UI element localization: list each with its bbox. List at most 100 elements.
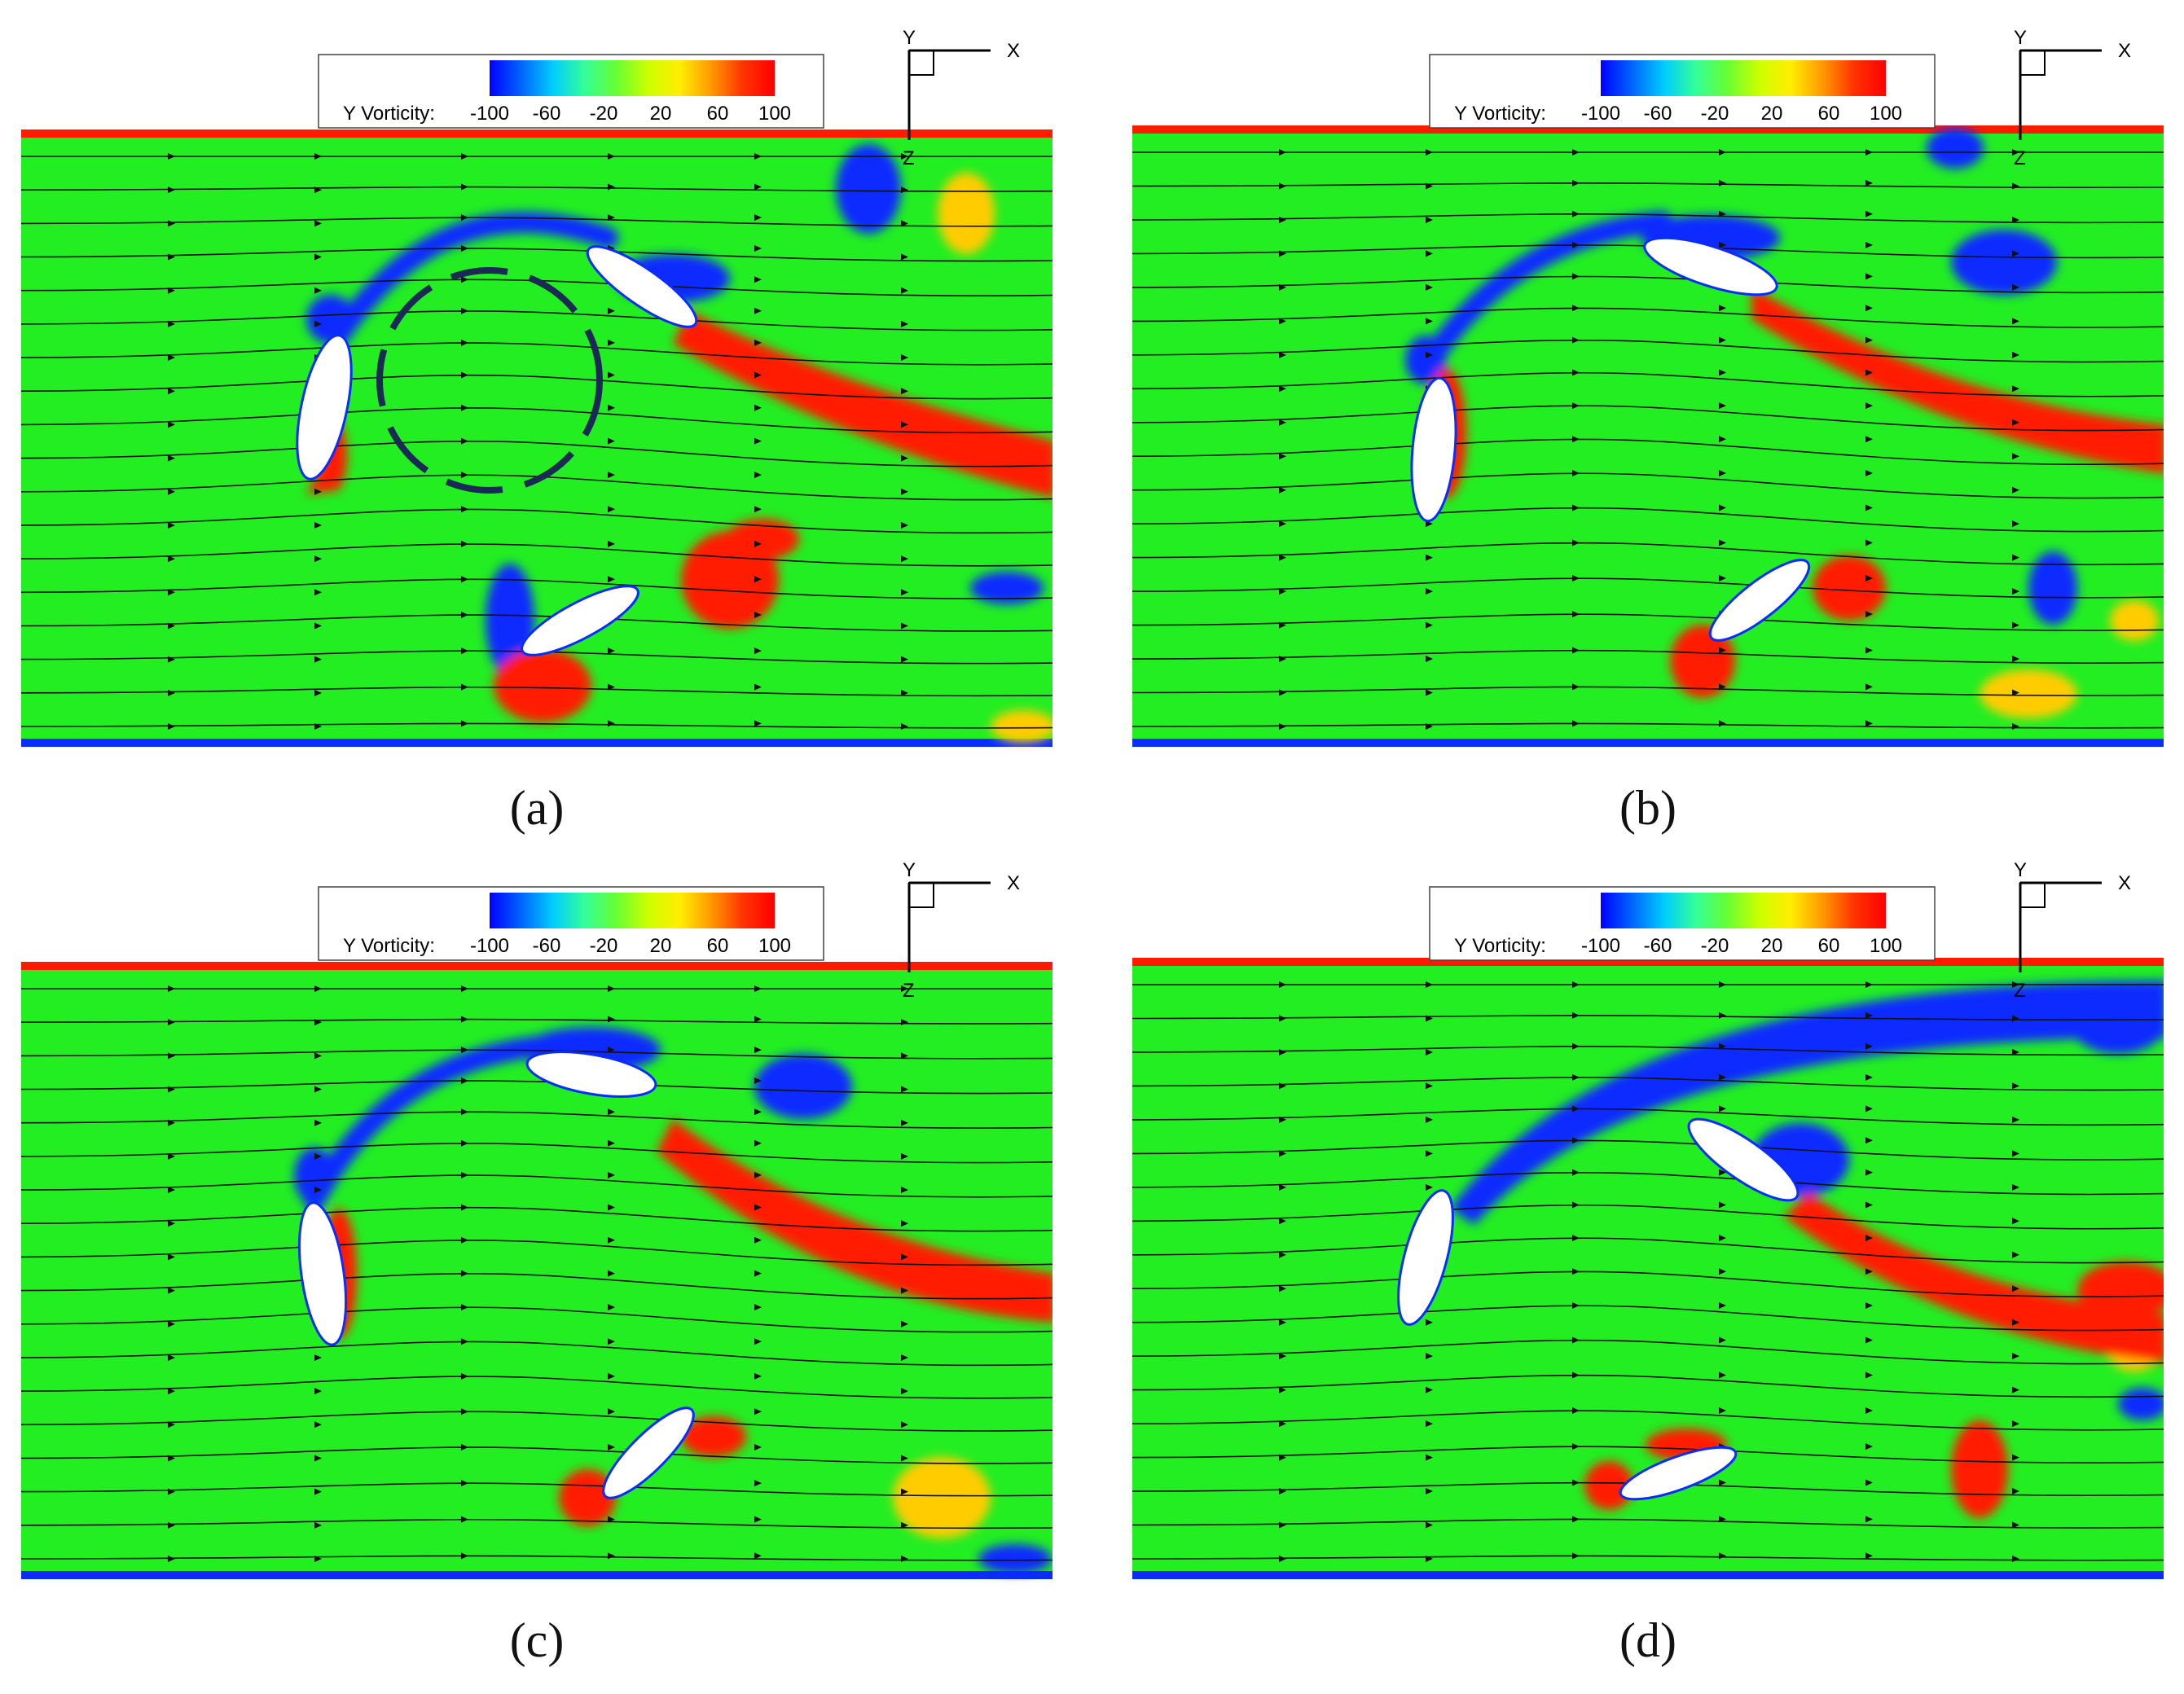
streamline-arrow: [1865, 1137, 1873, 1144]
streamline-arrow: [1572, 1105, 1580, 1113]
streamline-arrow: [1719, 1073, 1726, 1081]
streamline-arrow: [2012, 1116, 2019, 1123]
streamline-arrow: [1719, 402, 1726, 410]
streamline-arrow: [314, 287, 322, 294]
streamline-arrow: [2012, 621, 2019, 629]
streamline: [1132, 1108, 2164, 1126]
colorbar-tick-label: 60: [1818, 103, 1840, 125]
streamline-arrow: [1279, 216, 1286, 223]
streamline-arrow: [1719, 369, 1726, 376]
streamline-arrow: [901, 985, 908, 992]
streamline-arrow: [1426, 1386, 1433, 1393]
streamline-arrow: [901, 1086, 908, 1093]
streamline: [1132, 438, 2164, 466]
streamline: [21, 1240, 1052, 1266]
streamline-arrow: [1279, 149, 1286, 156]
streamline-arrow: [901, 589, 908, 596]
streamline-arrow: [2012, 1150, 2019, 1157]
colorbar-title: Y Vorticity:: [343, 103, 435, 125]
streamline-arrow: [168, 421, 175, 428]
streamline-arrow: [901, 220, 908, 227]
streamline-arrow: [314, 656, 322, 663]
streamline-arrow: [1426, 216, 1433, 223]
streamline-arrow: [754, 1108, 762, 1116]
streamline-arrow: [1865, 1073, 1873, 1081]
streamline-arrow: [2012, 1420, 2019, 1428]
streamline-arrow: [2012, 520, 2019, 528]
streamline: [21, 1018, 1052, 1025]
panel-d: Y Vorticity: -100 -60 -20 20 60 100 X Y Z: [1132, 850, 2164, 1598]
streamline-arrow: [461, 1552, 468, 1560]
streamline-arrow: [168, 689, 175, 696]
streamline: [21, 186, 1052, 192]
streamline-arrow: [754, 214, 762, 222]
streamline-arrow: [1572, 1042, 1580, 1050]
streamline-arrow: [314, 521, 322, 529]
streamline: [1132, 472, 2164, 499]
streamline-arrow: [1719, 336, 1726, 344]
streamline-arrow: [1865, 179, 1873, 187]
streamline-arrow: [754, 472, 762, 479]
streamline-arrow: [901, 1354, 908, 1361]
streamline-arrow: [1279, 453, 1286, 460]
colorbar-tick-label: -60: [1644, 103, 1672, 125]
streamline: [1132, 686, 2164, 696]
streamline-arrow: [1865, 981, 1873, 988]
streamline-arrow: [754, 1204, 762, 1211]
streamline-arrow: [901, 488, 908, 495]
streamline-arrow: [314, 1187, 322, 1194]
streamline-arrow: [1865, 1042, 1873, 1050]
streamline-arrow: [1865, 1302, 1873, 1310]
airfoil-blade-3: [1619, 1446, 1738, 1501]
streamline-arrow: [1719, 179, 1726, 187]
streamline-arrow: [754, 1270, 762, 1277]
streamline-arrow: [608, 1047, 615, 1054]
streamline-arrow: [1572, 504, 1580, 511]
streamline: [1132, 1305, 2164, 1332]
streamline-arrow: [1719, 1268, 1726, 1275]
streamline-arrow: [1719, 305, 1726, 312]
axes-triad: X Y Z: [903, 859, 1020, 1002]
streamline-arrow: [314, 488, 322, 495]
streamline-arrow: [1426, 250, 1433, 257]
streamline: [1132, 507, 2164, 533]
streamline-arrow: [2012, 318, 2019, 325]
streamline-arrow: [168, 1388, 175, 1395]
streamline-arrow: [1426, 1521, 1433, 1529]
streamline: [1132, 1171, 2164, 1196]
streamline-arrow: [1279, 554, 1286, 561]
streamline-arrow: [901, 287, 908, 294]
streamline-arrow: [1426, 283, 1433, 291]
streamline-arrow: [754, 1338, 762, 1345]
streamline-arrow: [461, 153, 468, 160]
streamline-arrow: [754, 1552, 762, 1560]
streamline-arrow: [754, 1016, 762, 1023]
streamline-arrow: [901, 1421, 908, 1428]
streamline-arrow: [901, 421, 908, 428]
streamline-arrow: [1426, 520, 1433, 528]
streamline-arrow: [168, 220, 175, 227]
positive-vortex: [657, 1119, 1052, 1323]
streamline-arrow: [1865, 504, 1873, 511]
colorbar-tick-label: -60: [533, 103, 561, 125]
streamline-arrow: [314, 1488, 322, 1495]
streamline-arrow: [608, 1516, 615, 1523]
streamline-arrow: [1865, 1169, 1873, 1176]
streamline-arrow: [1572, 1336, 1580, 1344]
streamline-arrow: [1279, 1556, 1286, 1562]
streamline-arrow: [754, 540, 762, 547]
streamline-arrow: [608, 506, 615, 513]
streamline: [1132, 275, 2164, 294]
panel-a: Y Vorticity: -100 -60 -20 20 60 100 X Y Z: [21, 18, 1052, 766]
colorbar-tick-label: 60: [707, 103, 729, 125]
streamline: [1132, 1518, 2164, 1529]
streamline-arrow: [754, 1408, 762, 1415]
streamline-arrow: [168, 1421, 175, 1428]
streamline-arrow: [168, 1019, 175, 1026]
streamline-arrow: [754, 1047, 762, 1054]
streamline-arrow: [1426, 1116, 1433, 1123]
colorbar-legend: Y Vorticity: -100 -60 -20 20 60 100: [318, 54, 824, 129]
streamline-arrow: [1719, 1105, 1726, 1113]
streamline-arrow: [901, 388, 908, 395]
bottom-wall-layer: [1132, 1571, 2164, 1579]
